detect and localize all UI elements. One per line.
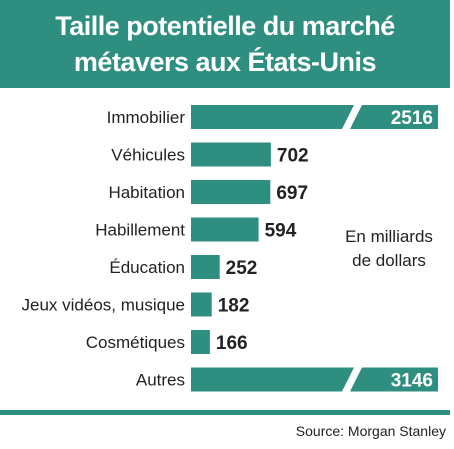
axis-break-autres: [342, 367, 362, 392]
value-label-habillement: 594: [265, 221, 297, 242]
bar-vehicules: [191, 142, 271, 167]
bar-jeux-videos-musique: [191, 292, 212, 317]
value-label-jeux-videos-musique: 182: [218, 296, 250, 317]
category-label-habitation: Habitation: [108, 183, 185, 202]
category-label-education: Éducation: [109, 258, 185, 277]
category-label-immobilier: Immobilier: [107, 108, 186, 127]
category-label-autres: Autres: [136, 371, 185, 390]
bar-habitation: [191, 180, 271, 204]
axis-break-immobilier: [342, 105, 362, 129]
category-label-habillement: Habillement: [95, 221, 185, 240]
unit-note-line-2: de dollars: [352, 251, 426, 270]
category-label-jeux-videos-musique: Jeux vidéos, musique: [22, 296, 185, 315]
chart-title-line-1: Taille potentielle du marché: [55, 11, 395, 41]
value-label-immobilier: 2516: [391, 108, 433, 129]
value-label-cosmetiques: 166: [216, 333, 248, 354]
value-label-vehicules: 702: [277, 146, 309, 167]
category-label-cosmetiques: Cosmétiques: [86, 333, 185, 352]
bar-habillement: [191, 217, 259, 242]
bottom-rule: [0, 410, 450, 415]
value-label-autres: 3146: [391, 371, 433, 392]
bar-cosmetiques: [191, 330, 210, 354]
bar-immobilier: [191, 105, 438, 129]
unit-note-line-1: En milliards: [345, 227, 433, 246]
bar-chart: Immobilier 2516 Véhicules 702 Habitation 697 H…: [22, 105, 438, 392]
value-label-habitation: 697: [276, 183, 308, 204]
source-credit: Source: Morgan Stanley: [295, 423, 446, 439]
category-label-vehicules: Véhicules: [111, 146, 185, 165]
unit-note: En milliards de dollars: [326, 225, 452, 273]
bar-education: [191, 255, 220, 279]
bar-autres: [191, 367, 438, 392]
title-banner: Taille potentielle du marché métavers au…: [0, 0, 450, 88]
value-label-education: 252: [226, 258, 258, 279]
chart-title-line-2: métavers aux États-Unis: [73, 47, 377, 77]
